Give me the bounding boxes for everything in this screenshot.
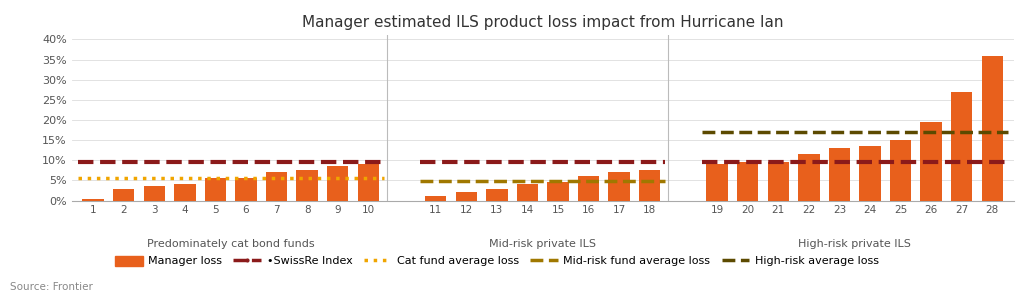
Bar [578,176,599,201]
Bar [707,164,728,201]
Bar [266,172,288,201]
Bar [517,184,539,201]
Text: Mid-risk private ILS: Mid-risk private ILS [489,240,596,250]
Bar [639,171,660,201]
Bar [113,189,134,201]
Title: Manager estimated ILS product loss impact from Hurricane Ian: Manager estimated ILS product loss impac… [302,15,783,30]
Bar [547,183,568,201]
Bar [859,146,881,201]
Bar [982,55,1004,201]
Bar [737,162,759,201]
Bar [798,154,819,201]
Text: High-risk private ILS: High-risk private ILS [799,240,911,250]
Bar [486,189,508,201]
Bar [425,196,446,201]
Bar [82,199,103,201]
Bar [890,140,911,201]
Bar [456,192,477,201]
Bar [357,164,379,201]
Bar [143,186,165,201]
Text: Predominately cat bond funds: Predominately cat bond funds [146,240,314,250]
Bar [951,92,973,201]
Legend: Manager loss, •SwissRe Index, Cat fund average loss, Mid-risk fund average loss,: Manager loss, •SwissRe Index, Cat fund a… [115,256,879,266]
Bar [236,178,257,201]
Bar [297,171,317,201]
Bar [828,148,850,201]
Bar [327,166,348,201]
Text: Source: Frontier: Source: Frontier [10,282,93,292]
Bar [205,178,226,201]
Bar [174,184,196,201]
Bar [608,172,630,201]
Bar [921,122,942,201]
Bar [768,162,788,201]
